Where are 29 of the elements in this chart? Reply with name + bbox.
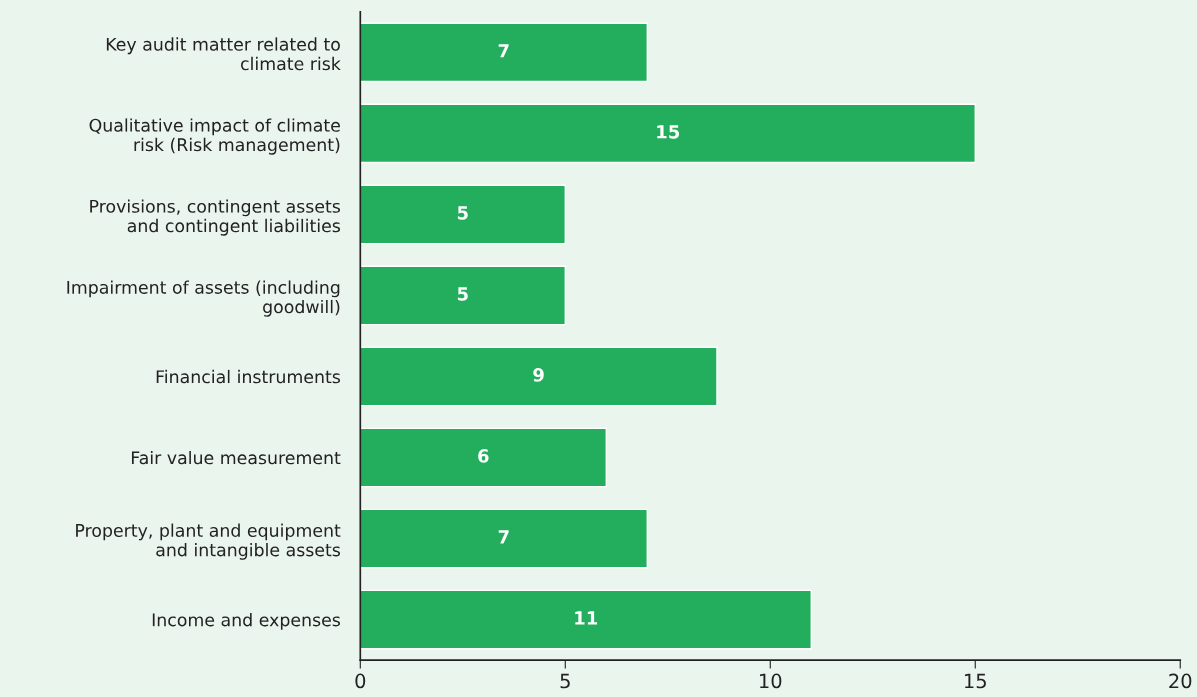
bar	[360, 508, 648, 569]
data-label: 7	[498, 530, 509, 544]
bar	[360, 427, 607, 488]
bar	[360, 265, 566, 326]
data-label: 6	[478, 449, 489, 463]
data-label: 5	[457, 206, 468, 220]
data-label: 15	[657, 125, 680, 139]
x-tick-label: 0	[355, 673, 366, 689]
bar	[360, 589, 812, 650]
y-tick-label: Financial instruments	[156, 369, 341, 384]
y-tick-label: Property, plant and equipment and intangible assets	[76, 523, 341, 560]
data-label: 9	[533, 368, 544, 382]
data-label: 7	[498, 44, 509, 58]
y-tick-label: Impairment of assets (including goodwill)	[67, 280, 340, 317]
x-tick-label: 15	[965, 673, 986, 689]
bar	[360, 22, 648, 83]
data-label: 5	[457, 287, 468, 301]
x-tick-label: 20	[1169, 673, 1192, 689]
y-tick-label: Income and expenses	[152, 612, 340, 630]
y-tick-label: Key audit matter related to climate risk	[106, 37, 341, 71]
bar	[360, 346, 718, 407]
data-label: 11	[575, 611, 598, 625]
y-tick-label: Qualitative impact of climate risk (Risk management)	[89, 118, 340, 155]
x-tick-label: 10	[760, 673, 782, 689]
x-tick-label: 5	[560, 673, 570, 689]
bar	[360, 184, 566, 245]
bar	[360, 103, 976, 164]
y-tick-label: Provisions, contingent assets and contingent liabilities	[90, 199, 341, 236]
y-tick-label: Fair value measurement	[131, 450, 341, 465]
